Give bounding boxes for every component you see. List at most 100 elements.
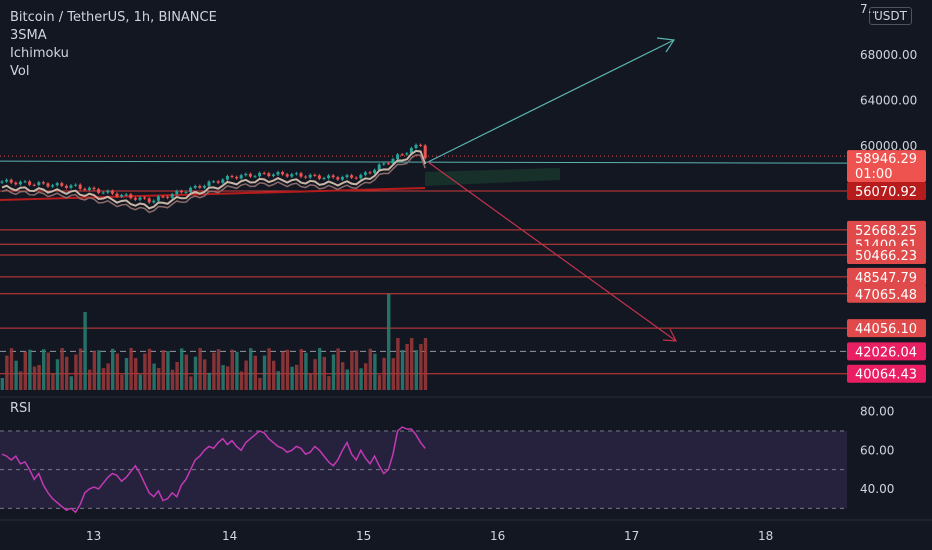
volume-bar	[295, 364, 299, 390]
indicator-ichimoku[interactable]: Ichimoku	[10, 46, 69, 61]
candle-body	[161, 196, 165, 198]
projection-up-arrowhead	[656, 37, 676, 53]
level-label-5: 47065.48	[855, 288, 917, 303]
volume-bar	[262, 355, 267, 390]
candle-body	[336, 177, 340, 180]
candle-body	[5, 179, 9, 182]
candle-body	[46, 183, 50, 187]
candle-body	[28, 181, 32, 185]
volume-bar	[152, 363, 156, 390]
volume-bar	[410, 338, 414, 390]
volume-bar	[88, 369, 92, 390]
candle-body	[83, 188, 87, 190]
level-label-6: 44056.10	[855, 322, 917, 337]
volume-bar	[299, 349, 303, 390]
candle-body	[64, 185, 68, 188]
time-tick-label: 13	[86, 529, 101, 543]
volume-bar	[42, 349, 46, 390]
candle-body	[120, 194, 124, 197]
volume-bar	[147, 348, 152, 390]
level-label-0: 56070.92	[855, 185, 917, 200]
volume-bar	[138, 374, 142, 390]
volume-bar	[37, 364, 41, 390]
candle-body	[377, 164, 381, 170]
candle-body	[87, 187, 91, 190]
volume-bar	[9, 348, 14, 390]
candle-body	[138, 197, 142, 200]
price-tick-label: 7…	[860, 2, 880, 16]
candle-body	[133, 198, 137, 200]
candle-body	[244, 173, 248, 176]
volume-bar	[28, 349, 32, 390]
candle-body	[294, 173, 298, 175]
candle-body	[281, 172, 285, 175]
rsi-line	[1, 426, 426, 514]
volume-bar	[101, 368, 106, 390]
candle-body	[152, 200, 156, 203]
indicator-3sma[interactable]: 3SMA	[10, 28, 47, 43]
symbol-title[interactable]: Bitcoin / TetherUS, 1h, BINANCE	[10, 10, 217, 25]
volume-bar	[134, 358, 138, 390]
volume-bar	[65, 356, 69, 390]
rsi-band	[0, 430, 847, 509]
candle-body	[400, 154, 404, 156]
volume-bar	[345, 369, 349, 390]
volume-bar	[377, 374, 382, 390]
volume-bar	[313, 359, 317, 390]
level-label-7: 42026.04	[855, 345, 917, 360]
volume-bar	[322, 356, 326, 390]
volume-bar	[157, 368, 161, 390]
candle-body	[69, 185, 73, 188]
candle-body	[32, 184, 36, 186]
volume-bar	[226, 366, 230, 390]
candle-body	[0, 181, 4, 183]
level-badge-4	[847, 267, 926, 286]
candle-body	[322, 178, 326, 180]
level-label-1: 52668.25	[855, 224, 917, 239]
candle-body	[258, 172, 262, 177]
volume-bar	[170, 369, 175, 390]
indicator-vol[interactable]: Vol	[10, 64, 30, 79]
candle-body	[262, 172, 266, 174]
volume-bar	[97, 350, 101, 390]
volume-bar	[350, 350, 354, 390]
volume-bar	[285, 349, 290, 390]
current-price-label: 58946.29	[855, 152, 917, 167]
candle-body	[419, 144, 423, 146]
volume-bar	[175, 361, 179, 390]
volume-bar	[19, 371, 23, 390]
volume-bar	[308, 373, 313, 390]
volume-bar	[423, 338, 428, 390]
price-tick-label: 68000.00	[860, 48, 917, 62]
level-badge-6	[847, 319, 926, 338]
volume-bar	[184, 354, 188, 390]
candle-body	[198, 185, 202, 188]
candle-body	[124, 194, 128, 196]
candle-body	[405, 153, 409, 155]
volume-bar	[51, 373, 55, 390]
candle-body	[41, 182, 45, 184]
projection-up-arrow	[427, 39, 675, 163]
volume-bar	[0, 378, 5, 390]
volume-bar	[180, 348, 184, 390]
level-label-8: 40064.43	[855, 368, 917, 383]
candle-body	[115, 193, 119, 197]
rsi-title[interactable]: RSI	[10, 401, 32, 416]
currency-badge[interactable]: USDT	[869, 7, 912, 25]
candle-body	[175, 190, 179, 195]
candle-body	[143, 197, 147, 199]
candle-body	[189, 187, 193, 193]
volume-bar	[120, 374, 124, 390]
volume-bar	[373, 353, 377, 390]
candle-body	[373, 169, 377, 173]
volume-bar	[46, 352, 50, 390]
level-badge-8	[847, 364, 926, 383]
volume-bar	[396, 338, 400, 390]
volume-bar	[267, 348, 271, 390]
volume-bar	[368, 348, 372, 390]
candle-body	[101, 192, 105, 194]
candle-body	[184, 192, 188, 194]
time-tick-label: 16	[490, 529, 505, 543]
candle-body	[340, 177, 344, 180]
